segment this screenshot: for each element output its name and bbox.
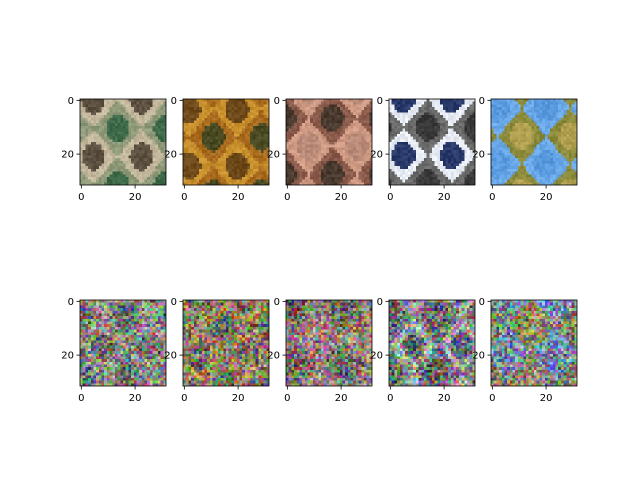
subplot-image — [286, 300, 372, 386]
x-tick-label: 0 — [78, 393, 84, 404]
y-tick-label: 20 — [267, 351, 280, 362]
subplot-0-0: 0 20 0 20 — [61, 96, 167, 203]
subplot-image — [389, 99, 475, 185]
y-tick-label: 20 — [472, 150, 485, 161]
y-tick-label: 20 — [61, 351, 74, 362]
axes-frame — [79, 98, 167, 186]
subplot-0-3: 0 20 0 20 — [370, 96, 476, 203]
subplot-1-1: 0 20 0 20 — [164, 297, 270, 404]
x-tick-label: 0 — [181, 393, 187, 404]
x-tick-label: 20 — [335, 192, 348, 203]
y-tick-label: 0 — [274, 96, 280, 107]
subplot-0-4: 0 20 0 20 — [472, 96, 578, 203]
axes-frame — [388, 299, 476, 387]
x-tick-label: 0 — [78, 192, 84, 203]
subplot-1-0: 0 20 0 20 — [61, 297, 167, 404]
subplot-1-2: 0 20 0 20 — [267, 297, 373, 404]
subplot-image — [491, 99, 577, 185]
axes-frame — [79, 299, 167, 387]
y-tick-label: 0 — [274, 297, 280, 308]
subplot-image — [286, 99, 372, 185]
axes-frame — [388, 98, 476, 186]
y-tick-label: 0 — [377, 297, 383, 308]
y-tick-label: 20 — [61, 150, 74, 161]
y-tick-label: 0 — [68, 297, 74, 308]
y-tick-label: 0 — [479, 96, 485, 107]
subplot-image — [389, 300, 475, 386]
subplot-image — [183, 99, 269, 185]
subplot-1-4: 0 20 0 20 — [472, 297, 578, 404]
axes-frame — [490, 98, 578, 186]
x-tick-label: 20 — [540, 192, 553, 203]
y-tick-label: 20 — [164, 351, 177, 362]
axes-frame — [285, 98, 373, 186]
x-tick-label: 20 — [232, 192, 245, 203]
x-tick-label: 0 — [387, 192, 393, 203]
y-tick-label: 0 — [68, 96, 74, 107]
y-tick-label: 20 — [370, 351, 383, 362]
y-tick-label: 0 — [171, 297, 177, 308]
y-tick-label: 20 — [472, 351, 485, 362]
x-tick-label: 20 — [129, 192, 142, 203]
x-tick-label: 20 — [540, 393, 553, 404]
y-tick-label: 20 — [370, 150, 383, 161]
y-tick-label: 20 — [164, 150, 177, 161]
axes-frame — [285, 299, 373, 387]
y-tick-label: 0 — [171, 96, 177, 107]
x-tick-label: 0 — [489, 393, 495, 404]
x-tick-label: 0 — [181, 192, 187, 203]
x-tick-label: 20 — [438, 393, 451, 404]
y-tick-label: 20 — [267, 150, 280, 161]
subplot-1-3: 0 20 0 20 — [370, 297, 476, 404]
y-tick-label: 0 — [479, 297, 485, 308]
axes-frame — [182, 299, 270, 387]
axes-frame — [490, 299, 578, 387]
x-tick-label: 0 — [489, 192, 495, 203]
x-tick-label: 20 — [335, 393, 348, 404]
x-tick-label: 0 — [284, 192, 290, 203]
subplot-image — [80, 99, 166, 185]
subplot-image — [491, 300, 577, 386]
subplot-image — [80, 300, 166, 386]
x-tick-label: 20 — [232, 393, 245, 404]
x-tick-label: 20 — [129, 393, 142, 404]
subplot-image — [183, 300, 269, 386]
x-tick-label: 0 — [387, 393, 393, 404]
axes-frame — [182, 98, 270, 186]
y-tick-label: 0 — [377, 96, 383, 107]
x-tick-label: 0 — [284, 393, 290, 404]
subplot-0-2: 0 20 0 20 — [267, 96, 373, 203]
x-tick-label: 20 — [438, 192, 451, 203]
subplot-0-1: 0 20 0 20 — [164, 96, 270, 203]
